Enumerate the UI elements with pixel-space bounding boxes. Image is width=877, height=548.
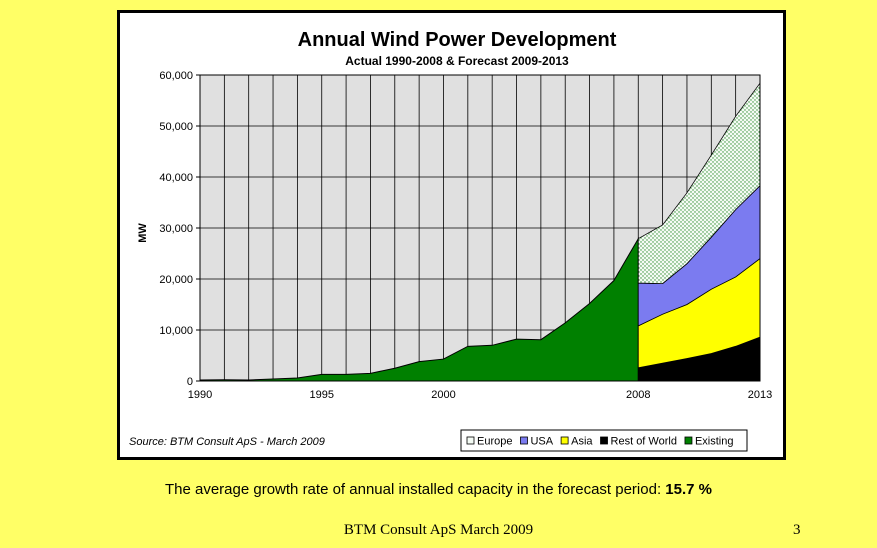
source-note: Source: BTM Consult ApS - March 2009 (129, 436, 325, 448)
chart-title: Annual Wind Power Development (298, 29, 617, 51)
x-tick-label: 2013 (748, 389, 772, 401)
legend-label-usa: USA (530, 436, 553, 448)
legend-swatch-europe (466, 436, 475, 445)
wind-power-chart: Annual Wind Power Development Actual 199… (129, 29, 772, 452)
y-tick-label: 60,000 (159, 70, 193, 82)
legend-swatch-asia (560, 436, 569, 445)
series-existing-area (199, 236, 639, 382)
y-tick-label: 50,000 (159, 121, 193, 133)
growth-rate-value: 15.7 % (665, 481, 712, 498)
x-tick-label: 1990 (188, 389, 212, 401)
x-tick-label: 2000 (431, 389, 455, 401)
caption: The average growth rate of annual instal… (0, 481, 877, 498)
legend-label-asia: Asia (571, 436, 593, 448)
y-tick-label: 30,000 (159, 223, 193, 235)
y-tick-label: 10,000 (159, 325, 193, 337)
x-tick-label: 2008 (626, 389, 650, 401)
legend-label-existing: Existing (695, 436, 734, 448)
y-axis-label: MW (137, 223, 149, 243)
page-number: 3 (793, 522, 801, 538)
chart-subtitle: Actual 1990-2008 & Forecast 2009-2013 (345, 54, 569, 68)
plot-area: 0 10,000 20,000 30,000 40,000 50,000 60,000 199… (159, 70, 772, 401)
x-tick-label: 1995 (309, 389, 333, 401)
legend-label-rest-of-world: Rest of World (611, 436, 677, 448)
legend: Europe USA Asia Rest of World Existing (460, 429, 748, 452)
legend-swatch-existing (684, 436, 693, 445)
chart-frame: Annual Wind Power Development Actual 199… (117, 10, 786, 460)
legend-swatch-usa (520, 436, 528, 445)
legend-label-europe: Europe (477, 436, 512, 448)
y-tick-label: 0 (187, 376, 193, 388)
footer-text: BTM Consult ApS March 2009 (343, 522, 534, 538)
y-tick-label: 20,000 (159, 274, 193, 286)
legend-swatch-rest-of-world (600, 436, 608, 445)
y-tick-label: 40,000 (159, 172, 193, 184)
caption-text: The average growth rate of annual instal… (164, 481, 662, 498)
